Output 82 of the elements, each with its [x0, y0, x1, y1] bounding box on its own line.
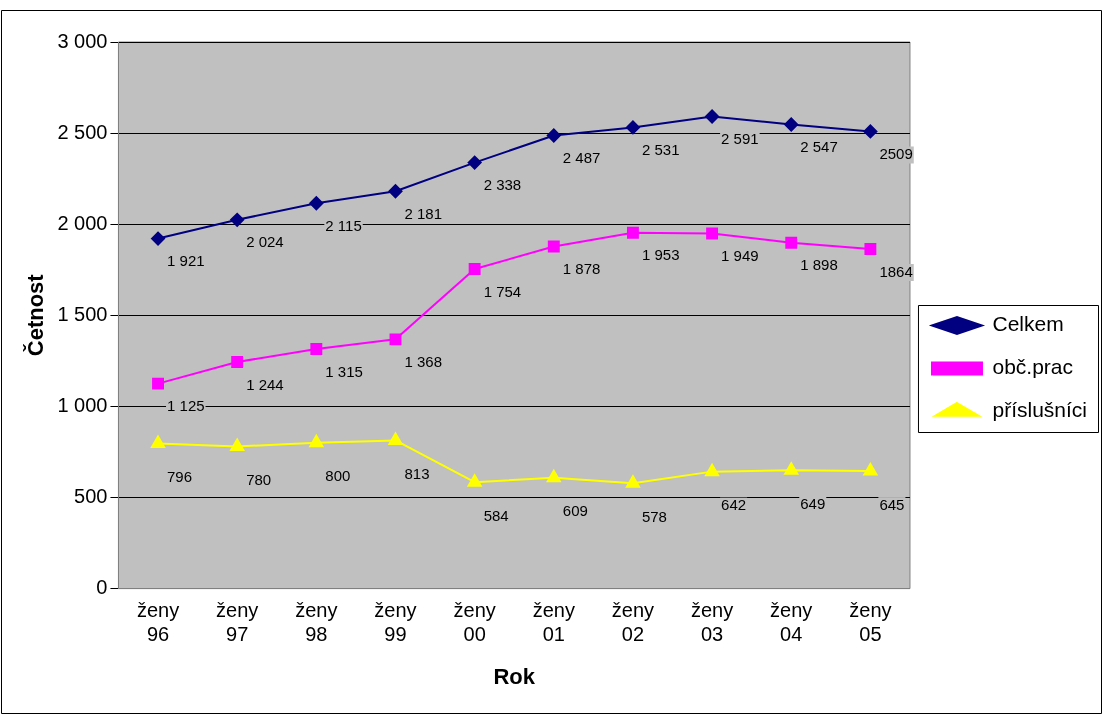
point	[230, 438, 245, 451]
x-tick-label: ženy 01	[532, 599, 575, 646]
legend-label: Celkem	[992, 312, 1064, 336]
data-label: 609	[562, 502, 588, 520]
x-tick-label: ženy 04	[770, 599, 813, 646]
point	[705, 109, 720, 124]
data-label: 2 024	[246, 233, 284, 251]
point	[863, 124, 878, 139]
y-tick-label: 500	[74, 485, 108, 508]
y-tick-label: 2 000	[57, 211, 108, 234]
data-label: 2509	[879, 145, 913, 163]
data-label: 1 315	[325, 362, 363, 380]
data-label: 1 953	[641, 246, 680, 264]
point	[863, 463, 878, 476]
point	[625, 120, 640, 135]
x-tick-label: ženy 03	[690, 599, 734, 646]
point	[467, 474, 482, 487]
y-tick-label: 0	[96, 576, 108, 599]
x-tick-label: ženy 00	[453, 599, 496, 646]
data-label: 1 244	[246, 375, 284, 393]
x-axis-title: Rok	[493, 663, 536, 689]
data-label: 813	[404, 465, 430, 483]
data-label: 1864	[879, 262, 913, 280]
data-label: 578	[641, 507, 667, 525]
point	[467, 155, 482, 170]
data-label: 2 591	[721, 130, 759, 148]
point	[547, 240, 560, 253]
x-tick-label: ženy 97	[216, 599, 259, 646]
data-label: 1 368	[404, 352, 443, 370]
data-label: 1 878	[562, 260, 601, 278]
data-label: 800	[325, 467, 351, 485]
data-label: 2 487	[562, 149, 601, 167]
x-tick-label: ženy 99	[374, 599, 417, 646]
data-label: 584	[483, 506, 509, 524]
y-tick-label: 1 500	[57, 302, 108, 325]
data-label: 796	[167, 468, 193, 486]
data-label: 649	[800, 494, 826, 512]
point	[625, 475, 640, 488]
data-label: 1 125	[167, 397, 205, 415]
point	[626, 226, 639, 239]
x-tick-label: ženy 02	[611, 599, 655, 646]
point	[389, 333, 402, 346]
legend-label: příslušníci	[992, 398, 1087, 422]
point	[706, 227, 719, 240]
point	[784, 462, 799, 475]
point	[231, 355, 244, 368]
legend-label: obč.prac	[992, 355, 1074, 379]
point	[309, 434, 324, 448]
point	[468, 263, 481, 275]
data-label: 642	[721, 496, 747, 514]
point	[150, 435, 166, 449]
point	[388, 432, 403, 445]
y-axis-title: Četnost	[23, 273, 49, 357]
point	[784, 117, 799, 132]
x-tick-label: ženy 98	[295, 599, 338, 646]
data-label: 645	[879, 495, 905, 513]
point	[864, 243, 877, 255]
y-tick-label: 1 000	[57, 393, 108, 416]
point	[309, 196, 324, 211]
data-label: 1 898	[800, 256, 838, 274]
point	[230, 212, 245, 227]
point	[388, 184, 403, 199]
data-label: 2 115	[325, 216, 362, 234]
point	[785, 236, 798, 249]
data-label: 1 921	[167, 252, 205, 270]
data-label: 2 338	[483, 176, 522, 194]
data-label: 2 531	[641, 141, 680, 159]
point	[546, 128, 561, 143]
x-tick-label: ženy 05	[849, 599, 892, 646]
data-label: 1 754	[483, 282, 522, 300]
data-label: 1 949	[721, 247, 759, 265]
y-tick-label: 3 000	[57, 29, 108, 52]
data-label: 2 181	[404, 204, 443, 222]
data-label: 780	[246, 471, 272, 489]
point	[151, 231, 166, 246]
y-tick-label: 2 500	[57, 120, 108, 143]
x-tick-label: ženy 96	[136, 599, 180, 646]
data-label: 2 547	[800, 138, 838, 156]
point	[152, 377, 164, 390]
point	[310, 343, 323, 355]
point	[546, 469, 561, 483]
point	[705, 463, 720, 477]
